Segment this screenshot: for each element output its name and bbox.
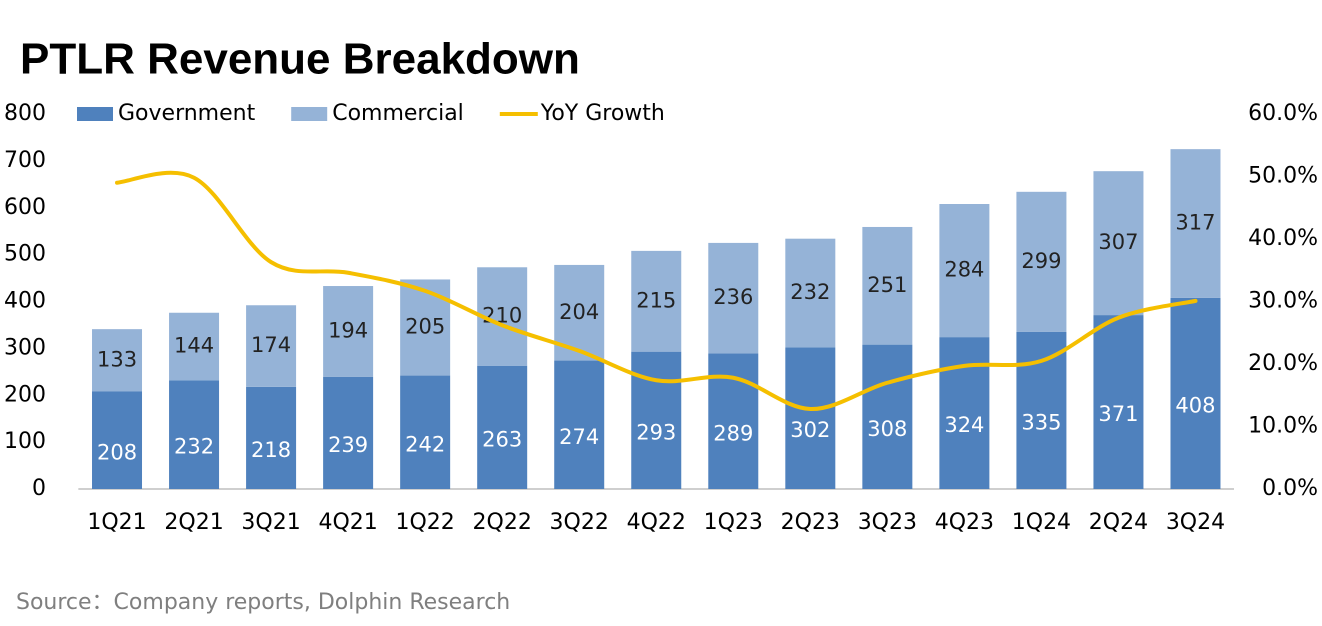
legend-swatch [77, 107, 113, 121]
data-label: 371 [1098, 402, 1138, 426]
bar-segment [862, 344, 913, 489]
x-tick-label: 2Q22 [473, 510, 532, 535]
bar-segment [785, 238, 836, 348]
x-tick-label: 3Q23 [858, 510, 917, 535]
bar-segment [92, 391, 143, 489]
bar-segment [1093, 315, 1144, 489]
x-tick-label: 1Q22 [395, 510, 454, 535]
data-label: 204 [559, 300, 599, 324]
data-label: 335 [1021, 410, 1061, 434]
data-label: 205 [405, 315, 445, 339]
data-label: 218 [251, 438, 291, 462]
x-tick-label: 4Q21 [318, 510, 377, 535]
data-label: 324 [944, 413, 984, 437]
y2-tick-label: 10.0% [1248, 414, 1318, 439]
bar-segment [631, 250, 682, 352]
data-label: 208 [97, 440, 137, 464]
bar-segment [169, 380, 220, 489]
y2-tick-label: 50.0% [1248, 164, 1318, 189]
data-label: 308 [867, 417, 907, 441]
bar-segment [785, 347, 836, 489]
y2-tick-label: 0.0% [1262, 476, 1318, 501]
bar-segment [400, 375, 451, 489]
y-tick-label: 400 [4, 289, 46, 314]
data-label: 302 [790, 418, 830, 442]
data-label: 289 [713, 421, 753, 445]
x-tick-label: 1Q24 [1012, 510, 1071, 535]
bar-segment [1170, 149, 1221, 298]
y2-tick-label: 60.0% [1248, 101, 1318, 126]
data-label: 299 [1021, 249, 1061, 273]
bar-segment [939, 337, 990, 489]
y-tick-label: 800 [4, 101, 46, 126]
data-label: 232 [174, 435, 214, 459]
data-label: 307 [1098, 230, 1138, 254]
bar-segment [708, 242, 759, 354]
x-tick-label: 2Q21 [164, 510, 223, 535]
data-label: 144 [174, 334, 214, 358]
bar-segment [1016, 191, 1067, 332]
data-label: 232 [790, 280, 830, 304]
data-label: 263 [482, 427, 522, 451]
bar-segment [246, 305, 297, 387]
data-label: 293 [636, 420, 676, 444]
x-tick-label: 2Q23 [781, 510, 840, 535]
y-tick-label: 200 [4, 382, 46, 407]
y-tick-label: 700 [4, 148, 46, 173]
legend-label: YoY Growth [540, 101, 665, 126]
y-tick-label: 300 [4, 335, 46, 360]
y2-tick-label: 20.0% [1248, 351, 1318, 376]
x-tick-label: 3Q22 [550, 510, 609, 535]
data-label: 215 [636, 288, 676, 312]
data-label: 317 [1175, 210, 1215, 234]
bar-segment [169, 312, 220, 381]
x-tick-label: 3Q24 [1166, 510, 1225, 535]
bar-segment [554, 360, 605, 489]
data-label: 242 [405, 432, 445, 456]
y-tick-label: 0 [32, 476, 46, 501]
bar-segment [1016, 331, 1067, 489]
y2-tick-label: 40.0% [1248, 226, 1318, 251]
legend-label: Commercial [332, 101, 464, 126]
bar-segment [862, 226, 913, 345]
legend-label: Government [118, 101, 256, 126]
y2-tick-label: 30.0% [1248, 289, 1318, 314]
bar-segment [92, 329, 143, 392]
data-label: 274 [559, 425, 599, 449]
x-tick-label: 1Q23 [704, 510, 763, 535]
data-label: 236 [713, 285, 753, 309]
data-label: 408 [1175, 393, 1215, 417]
bar-segment [246, 386, 297, 489]
data-label: 133 [97, 347, 137, 371]
x-tick-label: 1Q21 [87, 510, 146, 535]
x-tick-label: 4Q23 [935, 510, 994, 535]
x-tick-label: 4Q22 [627, 510, 686, 535]
bar-segment [477, 365, 528, 489]
data-label: 251 [867, 273, 907, 297]
legend-swatch [291, 107, 328, 121]
y-tick-label: 600 [4, 195, 46, 220]
bar-segment [323, 286, 374, 377]
y-tick-label: 100 [4, 429, 46, 454]
data-label: 174 [251, 333, 291, 357]
bar-segment [939, 204, 990, 338]
line-series [115, 170, 1198, 412]
x-tick-label: 3Q21 [241, 510, 300, 535]
y-tick-label: 500 [4, 242, 46, 267]
bar-segment [1093, 171, 1144, 316]
data-label: 239 [328, 433, 368, 457]
x-tick-label: 2Q24 [1089, 510, 1148, 535]
source-note: Source：Company reports, Dolphin Research [16, 590, 510, 615]
data-label: 194 [328, 319, 368, 343]
chart-title: PTLR Revenue Breakdown [20, 35, 580, 84]
bar-segment [323, 376, 374, 489]
bar-segment [1170, 297, 1221, 489]
data-label: 284 [944, 258, 984, 282]
